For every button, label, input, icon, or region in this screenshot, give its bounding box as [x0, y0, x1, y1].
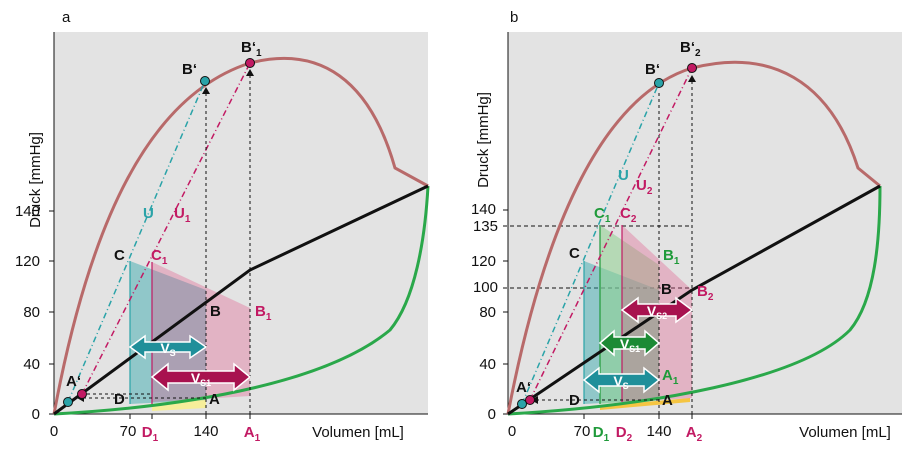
panel-a-vs-arrow [128, 334, 208, 360]
panel-b-label-b2-prime: B‘2 [680, 39, 701, 59]
panel-a-plot-area [54, 32, 428, 414]
panel-b-ytick-135: 135 [473, 218, 498, 235]
panel-a-label: a [62, 9, 71, 26]
panel-b-ytick-100: 100 [473, 279, 498, 296]
panel-b-xtick-140: 140 [646, 423, 671, 440]
panel-a-x-a1: A1 [244, 424, 261, 444]
panel-b-label-b2: B2 [697, 283, 714, 303]
panel-b-vs2-arrow [620, 296, 694, 324]
panel-b-ytick-120: 120 [471, 253, 496, 270]
panel-b-ytick-40: 40 [479, 356, 496, 373]
panel-b-label-a: A [662, 392, 673, 409]
panel-a-teal-area [130, 261, 206, 404]
panel-a-point-a1-prime [77, 389, 87, 399]
panel-a-point-a-prime [63, 397, 73, 407]
panel-a-ytick-40: 40 [23, 356, 40, 373]
panel-b-vs-label: VS [613, 373, 628, 391]
panel-a-max-curve [52, 57, 429, 415]
panel-a-ytick-140: 140 [15, 203, 40, 220]
panel-a-label-b: B [210, 303, 221, 320]
panel-a-label-b-prime: B‘ [182, 61, 197, 78]
panel-a-ytick-80: 80 [23, 304, 40, 321]
panel-a-xtick-0: 0 [50, 423, 58, 440]
panel-b: b Druck [mmHg] 0 40 80 120 140 135 100 0… [471, 9, 902, 444]
panel-b-plot-area [508, 32, 902, 414]
panel-a-label-a: A [209, 391, 220, 408]
panel-a-label-c1: C1 [151, 247, 168, 267]
panel-a-label-d: D [114, 391, 125, 408]
panel-a-label-a-prime: A‘ [66, 373, 81, 390]
panel-a-vs1-arrow [150, 362, 252, 392]
panel-a-u1-line [81, 62, 251, 395]
panel-b-axes [503, 32, 902, 419]
panel-a-label-u: U [143, 205, 154, 222]
panel-a-label-b1: B1 [255, 303, 272, 323]
panel-a-axes [49, 32, 428, 419]
panel-b-u2-line [529, 67, 693, 401]
panel-b-label-d: D [569, 392, 580, 409]
panel-b-vs1-arrow [598, 329, 661, 357]
panel-a-x-d1: D1 [142, 424, 159, 444]
panel-b-x-axis-title: Volumen [mL] [799, 424, 891, 441]
panel-b-max-curve [506, 60, 881, 415]
panel-a-ytick-0: 0 [32, 406, 40, 423]
panel-b-x-a2: A2 [686, 424, 703, 444]
panel-b-label-b-prime: B‘ [645, 61, 660, 78]
panel-b-passive-curve [507, 185, 882, 416]
panel-a-passive-curve [53, 185, 430, 416]
panel-b-isovolumic-line [507, 184, 881, 416]
panel-a-label-b1-prime: B‘1 [241, 39, 262, 59]
panel-a-x-axis-title: Volumen [mL] [312, 424, 404, 441]
panel-b-vs1-label: VS1 [620, 336, 640, 354]
panel-a-magenta-area [152, 262, 250, 402]
panel-b-label-c2: C2 [620, 205, 637, 225]
panel-a-xtick-140: 140 [193, 423, 218, 440]
panel-a-label-u1: U1 [174, 205, 191, 225]
panel-a-point-b1-prime [245, 58, 255, 68]
panel-b-vs2-label: VS2 [647, 303, 667, 321]
panel-b-xtick-0: 0 [508, 423, 516, 440]
panel-b-label-b1: B1 [663, 247, 680, 267]
panel-b-label-a-prime: A‘ [516, 379, 531, 396]
panel-a-ytick-120: 120 [15, 253, 40, 270]
panel-b-point-a-prime [517, 399, 527, 409]
panel-b-u-line [521, 82, 660, 405]
panel-b-vs-arrow [582, 366, 661, 394]
panel-b-label-c1: C1 [594, 205, 611, 225]
panel-a: a Druck [mmHg] 0 40 80 120 140 0 70 140 … [15, 9, 430, 444]
panel-b-point-a2-prime [525, 395, 535, 405]
panel-b-y-axis-title: Druck [mmHg] [475, 92, 492, 188]
panel-b-label-c: C [569, 245, 580, 262]
panel-b-label: b [510, 9, 518, 26]
panel-a-u-line [67, 80, 206, 403]
panel-a-vs-label: VS [160, 340, 175, 358]
panel-b-ytick-80: 80 [479, 304, 496, 321]
panel-b-filling-region [600, 398, 690, 410]
panel-a-label-c: C [114, 247, 125, 264]
panel-b-x-d2: D2 [616, 424, 633, 444]
panel-b-x-d1: D1 [593, 424, 610, 444]
panel-b-point-b2-prime [687, 63, 697, 73]
panel-a-y-axis-title: Druck [mmHg] [27, 132, 44, 228]
panel-b-label-u: U [618, 167, 629, 184]
panel-b-ytick-140: 140 [471, 201, 496, 218]
panel-b-ytick-0: 0 [488, 406, 496, 423]
panel-a-vs1-label: VS1 [191, 370, 211, 388]
panel-b-label-u2: U2 [636, 177, 653, 197]
panel-b-label-b: B [661, 281, 672, 298]
panel-b-xtick-70: 70 [574, 423, 591, 440]
panel-b-point-b-prime [654, 78, 664, 88]
panel-b-label-a1: A1 [662, 367, 679, 387]
panel-a-xtick-70: 70 [120, 423, 137, 440]
panel-a-point-b-prime [200, 76, 210, 86]
